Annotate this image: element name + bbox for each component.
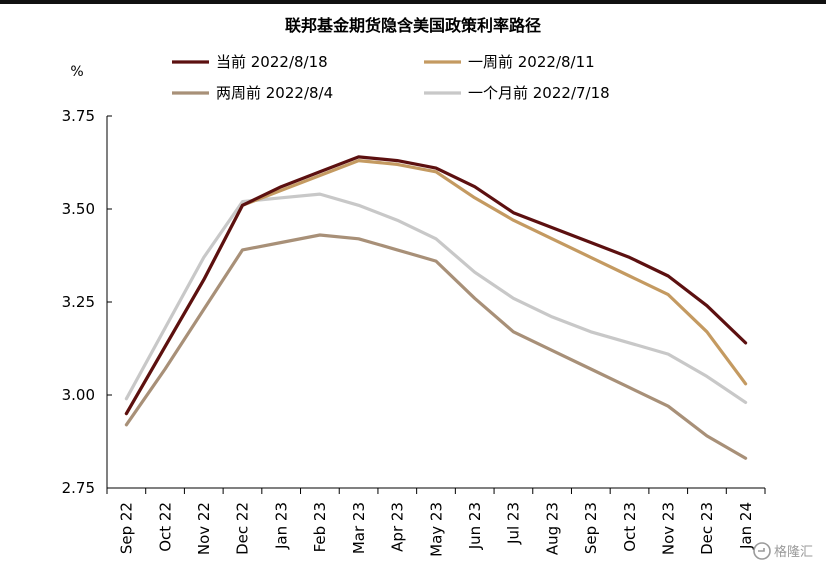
x-tick-label: Jul 23 — [505, 502, 523, 545]
x-tick-label: May 23 — [427, 502, 445, 557]
y-tick-label: 3.50 — [62, 200, 95, 218]
watermark-text: 格隆汇 — [774, 544, 813, 560]
series-line-0 — [124, 155, 748, 416]
y-tick-label: 3.00 — [62, 386, 95, 404]
y-tick-label: 2.75 — [62, 479, 95, 497]
legend-label: 一周前 2022/8/11 — [468, 53, 595, 71]
legend-item-3: 一个月前 2022/7/18 — [424, 84, 610, 102]
legend-label: 两周前 2022/8/4 — [216, 84, 333, 102]
x-tick-label: Jun 23 — [466, 502, 484, 550]
x-tick-label: Nov 23 — [659, 502, 677, 555]
y-tick-label: 3.75 — [62, 107, 95, 125]
x-tick-label: Apr 23 — [389, 502, 407, 552]
top-edge-bar — [0, 0, 826, 4]
x-tick-label: Jan 23 — [272, 502, 290, 550]
y-unit-label: % — [70, 64, 83, 80]
legend-label: 一个月前 2022/7/18 — [468, 84, 610, 102]
legend-item-2: 两周前 2022/8/4 — [172, 84, 333, 102]
x-tick-label: Nov 22 — [195, 502, 213, 555]
series-line-2 — [124, 233, 748, 460]
x-tick-label: Mar 23 — [350, 502, 368, 554]
x-tick-label: Sep 23 — [582, 502, 600, 554]
x-tick-label: Oct 23 — [621, 502, 639, 552]
x-tick-label: Sep 22 — [118, 502, 136, 554]
legend-item-0: 当前 2022/8/18 — [172, 53, 328, 71]
x-tick-label: Jan 24 — [737, 502, 755, 550]
x-tick-label: Aug 23 — [543, 502, 561, 555]
legend-item-1: 一周前 2022/8/11 — [424, 53, 595, 71]
x-tick-label: Oct 22 — [156, 502, 174, 552]
series-line-3 — [124, 192, 748, 404]
x-tick-label: Feb 23 — [311, 502, 329, 552]
watermark: 格隆汇 — [753, 542, 813, 560]
axes: 3.75 3.50 3.25 3.00 2.75 Sep 22 Oct 22 Nov 22 De… — [62, 107, 766, 557]
plot-area — [124, 155, 748, 460]
legend-label: 当前 2022/8/18 — [216, 53, 328, 71]
x-tick-label: Dec 23 — [698, 502, 716, 555]
gelonghui-logo-icon — [753, 542, 771, 560]
legend: 当前 2022/8/18 一周前 2022/8/11 两周前 2022/8/4 一个月… — [172, 53, 610, 102]
chart-title: 联邦基金期货隐含美国政策利率路径 — [285, 16, 541, 35]
x-tick-label: Dec 22 — [234, 502, 252, 555]
y-tick-label: 3.25 — [62, 293, 95, 311]
